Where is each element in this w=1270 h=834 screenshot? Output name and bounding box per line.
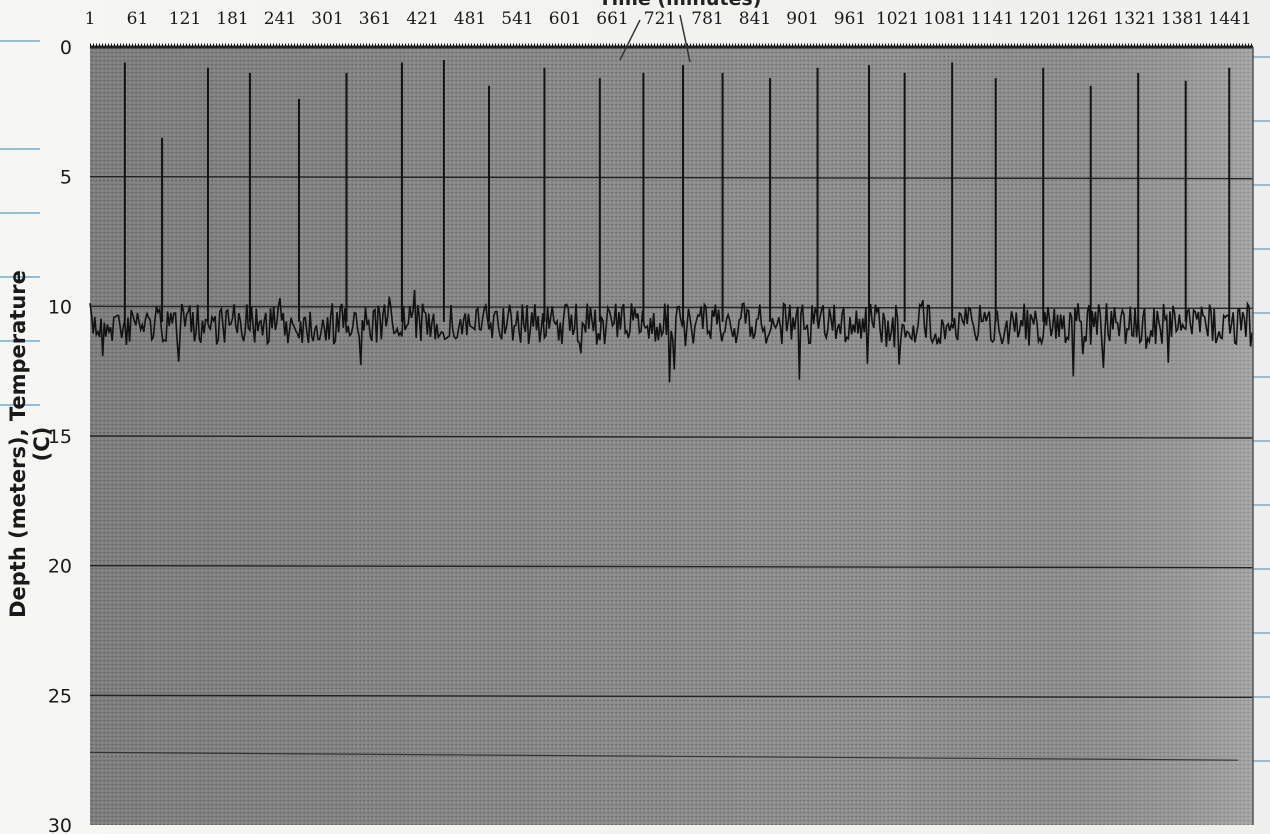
pen-mark [679,14,691,63]
temperature-trace [89,289,1253,383]
gridline [89,564,1254,569]
x-tick-label: 1201 [1018,9,1061,29]
notebook-rule [0,404,40,406]
x-tick-label: 601 [549,9,581,29]
x-axis-ticks: 1 61 121 181 241 301 361 421 481 541 601 661 721 781 8… [85,9,1252,29]
x-tick-label: 1261 [1066,9,1109,29]
notebook-rule [1252,312,1270,314]
x-tick-label: 841 [739,9,771,29]
x-tick-label: 1321 [1113,9,1156,29]
pen-mark [619,19,641,61]
notebook-rule [1252,56,1270,58]
notebook-rule [1252,760,1270,762]
x-tick-label: 661 [596,9,628,29]
x-tick-label: 1 [85,9,96,29]
notebook-rule [1252,376,1270,378]
x-tick-label: 1441 [1208,9,1251,29]
notebook-rule [1252,568,1270,570]
y-tick-label: 30 [48,815,72,834]
notebook-rule [0,40,40,42]
gridline [89,435,1254,439]
y-tick-label: 10 [48,296,72,318]
notebook-rule [0,340,40,342]
x-tick-label: 1021 [876,9,919,29]
x-tick-label: 1141 [971,9,1014,29]
notebook-rule [1252,120,1270,122]
x-tick-label: 241 [264,9,296,29]
chart-title: Time (minutes) [560,0,800,10]
notebook-rule [0,276,40,278]
x-tick-label: 61 [127,9,149,29]
gridlines [89,175,1254,761]
x-tick-label: 421 [406,9,438,29]
y-tick-label: 25 [48,685,72,707]
gridline [89,175,1254,180]
x-tick-label: 121 [169,9,201,29]
x-tick-label: 961 [834,9,866,29]
x-tick-label: 781 [691,9,723,29]
x-tick-label: 721 [644,9,676,29]
notebook-rule [1252,696,1270,698]
x-tick-label: 181 [216,9,248,29]
notebook-rule [0,148,40,150]
x-tick-label: 481 [454,9,486,29]
y-tick-label: 0 [60,37,72,59]
notebook-rule [1252,248,1270,250]
y-tick-label: 20 [48,556,72,578]
x-tick-label: 541 [501,9,533,29]
gridline [89,305,1254,310]
spike-series [123,59,1231,322]
notebook-rule [1252,184,1270,186]
x-tick-label: 1381 [1161,9,1204,29]
x-tick-label: 901 [786,9,818,29]
gridline [89,751,1239,761]
y-tick-label: 15 [48,426,72,448]
notebook-rule [1252,504,1270,506]
notebook-rule [1252,440,1270,442]
x-tick-label: 1081 [923,9,966,29]
notebook-rule [1252,632,1270,634]
x-tick-label: 361 [359,9,391,29]
x-tick-label: 301 [311,9,343,29]
y-axis-ticks: 0 5 10 15 20 25 30 [48,37,72,834]
notebook-rule [0,212,40,214]
gridline [89,694,1254,699]
y-tick-label: 5 [60,167,72,189]
baseline-trace [89,289,1253,383]
